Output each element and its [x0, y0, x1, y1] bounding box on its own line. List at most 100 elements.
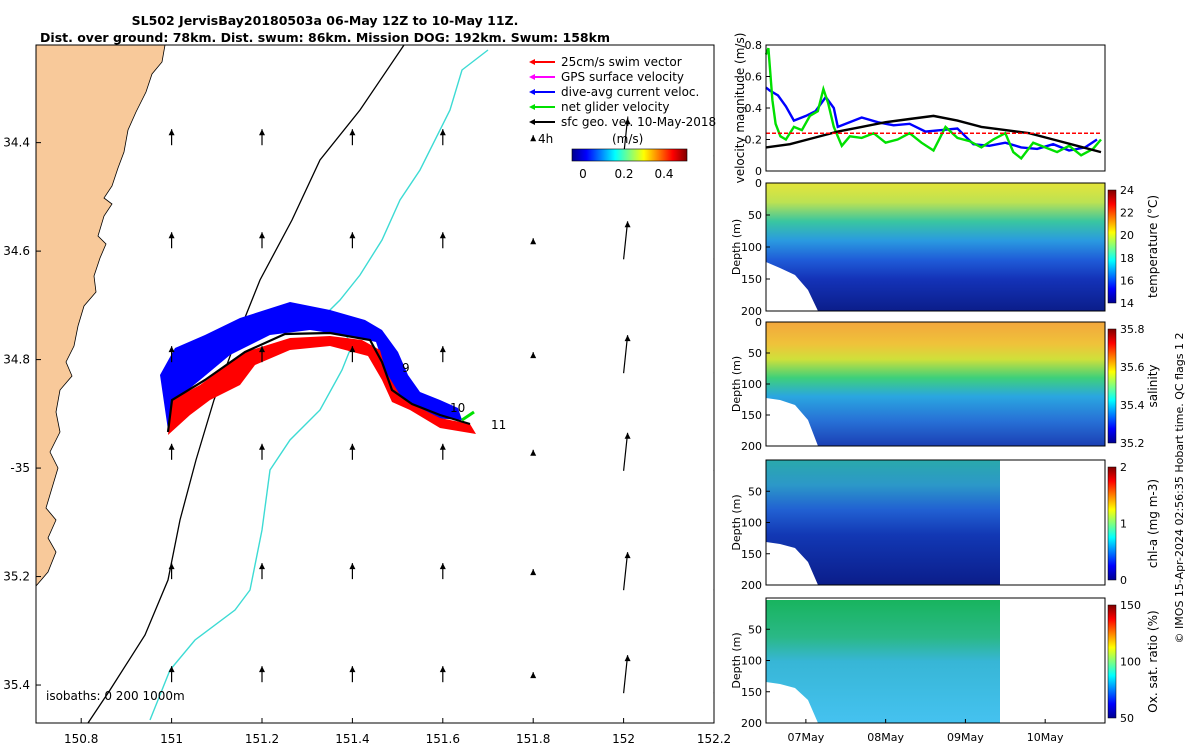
temperature-panel	[765, 182, 1117, 312]
velocity-ytick-label: 0.6	[745, 71, 763, 84]
day-label-11: 11	[491, 418, 506, 432]
map-xtick-label: 150.8	[64, 732, 98, 746]
temperature-ytick-label: 150	[741, 273, 762, 286]
salinity-colorbar-tick: 35.8	[1120, 323, 1145, 336]
date-tick-label: 10May	[1027, 731, 1064, 744]
oxygen-ylabel: Depth (m)	[730, 632, 743, 688]
chla-colorbar-tick: 2	[1120, 461, 1127, 474]
day-label-9: 9	[402, 361, 410, 375]
legend-item: 25cm/s swim vector	[529, 55, 682, 69]
sfc-velocity-arrow	[349, 666, 356, 683]
temperature-ytick-label: 50	[748, 209, 762, 222]
map-ytick-label: -35	[10, 461, 30, 475]
temperature-ytick-label: 200	[741, 305, 762, 318]
salinity-colorbar-label: salinity	[1146, 364, 1160, 407]
sfc-velocity-arrow	[623, 221, 631, 260]
sfc-velocity-arrow	[713, 367, 714, 374]
oxygen-ytick-label: 100	[741, 655, 762, 668]
map-xtick-label: 152	[612, 732, 635, 746]
salinity-ytick-label: 50	[748, 347, 762, 360]
footer-credit: © IMOS 15-Apr-2024 02:56:35 Hobart time.…	[1173, 333, 1186, 644]
oxygen-colorbar-label: Ox. sat. ratio (%)	[1146, 610, 1160, 712]
velocity-ytick-label: 0.4	[745, 102, 763, 115]
sfc-velocity-arrow	[259, 443, 265, 460]
date-tick-label: 07May	[788, 731, 825, 744]
land-coastline	[36, 45, 166, 587]
legend-label: dive-avg current veloc.	[561, 85, 699, 99]
map-xtick-label: 152.2	[697, 732, 731, 746]
sfc-velocity-arrow	[439, 666, 446, 683]
velocity-ytick-label: 0.2	[745, 134, 763, 147]
sfc-velocity-arrow	[349, 346, 356, 363]
net-glider-velocity-segment	[461, 410, 475, 422]
chla-colorbar-tick: 0	[1120, 574, 1127, 587]
chla-ytick-label: 100	[741, 517, 762, 530]
temperature-colorbar-tick: 24	[1120, 184, 1134, 197]
legend-item: net glider velocity	[529, 100, 669, 114]
salinity-ylabel: Depth (m)	[730, 356, 743, 412]
velocity-ytick-label: 0.8	[745, 39, 763, 52]
figure-title-line2: Dist. over ground: 78km. Dist. swum: 86k…	[40, 30, 610, 45]
salinity-ytick-label: 150	[741, 409, 762, 422]
temperature-colorbar	[1107, 189, 1117, 304]
sfc-velocity-arrow	[530, 238, 537, 245]
map-panel: 9 10 11 150.8 151 151.2 151.4 151.6 151.8 152 1…	[3, 44, 731, 746]
date-tick-label: 08May	[867, 731, 904, 744]
temperature-colorbar-tick: 22	[1120, 207, 1134, 220]
map-xtick-label: 151.6	[426, 732, 460, 746]
sfc-velocity-arrow	[623, 552, 631, 591]
oxygen-colorbar	[1107, 604, 1117, 719]
sfc-velocity-arrow	[349, 232, 356, 249]
chla-ytick-label: 150	[741, 548, 762, 561]
sfc-velocity-arrow	[530, 449, 537, 456]
swim-vector-band	[168, 336, 476, 435]
sfc-velocity-arrow	[439, 232, 446, 249]
sfc-velocity-arrow	[623, 432, 631, 471]
salinity-field	[766, 322, 1105, 446]
legend-label: sfc geo. vel. 10-May-2018	[561, 115, 716, 129]
chla-ytick-label: 200	[741, 579, 762, 592]
current-vector-band	[160, 302, 462, 430]
legend-item: sfc geo. vel. 10-May-2018	[529, 115, 716, 129]
map-ytick-label: 35.4	[3, 678, 30, 692]
sfc-velocity-arrow	[259, 563, 265, 580]
salinity-ytick-label: 0	[755, 316, 762, 329]
sfc-velocity-arrow	[168, 346, 175, 363]
sfc-velocity-arrow	[168, 232, 175, 249]
colorbar-tick-0: 0	[579, 167, 587, 181]
map-xtick-label: 151.4	[335, 732, 369, 746]
sfc-velocity-arrow	[168, 443, 175, 460]
velocity-series-line	[764, 47, 1102, 161]
sfc-velocity-arrow	[349, 563, 356, 580]
chla-field	[766, 460, 1000, 585]
temperature-colorbar-label: temperature (°C)	[1146, 195, 1160, 298]
oxygen-panel	[765, 597, 1117, 724]
isobath-1000	[149, 49, 489, 721]
sfc-velocity-arrow	[259, 346, 265, 363]
colorbar-unit: (m/s)	[612, 132, 643, 146]
sfc-velocity-arrow	[439, 563, 446, 580]
temperature-ytick-label: 100	[741, 241, 762, 254]
sfc-velocity-arrow	[713, 687, 714, 694]
velocity-ytick-label: 0	[755, 165, 762, 178]
chla-ytick-label: 50	[748, 485, 762, 498]
sfc-velocity-arrow	[259, 666, 265, 683]
oxygen-field	[766, 600, 1000, 723]
sfc-velocity-arrow	[168, 563, 175, 580]
date-tick-label: 09May	[947, 731, 984, 744]
salinity-ytick-label: 200	[741, 440, 762, 453]
glider-path	[166, 331, 471, 433]
chla-colorbar-tick: 1	[1120, 518, 1127, 531]
legend-label: 25cm/s swim vector	[561, 55, 682, 69]
map-ytick-label: 34.8	[3, 353, 30, 367]
legend-item: dive-avg current veloc.	[529, 85, 699, 99]
sfc-velocity-arrow	[259, 232, 265, 249]
salinity-colorbar	[1107, 328, 1117, 444]
figure-title-line1: SL502 JervisBay20180503a 06-May 12Z to 1…	[132, 13, 519, 28]
isobath-200	[87, 45, 405, 723]
temperature-colorbar-tick: 20	[1120, 229, 1134, 242]
temperature-ylabel: Depth (m)	[730, 219, 743, 275]
sfc-velocity-arrow	[439, 443, 446, 460]
salinity-colorbar-tick: 35.2	[1120, 437, 1145, 450]
